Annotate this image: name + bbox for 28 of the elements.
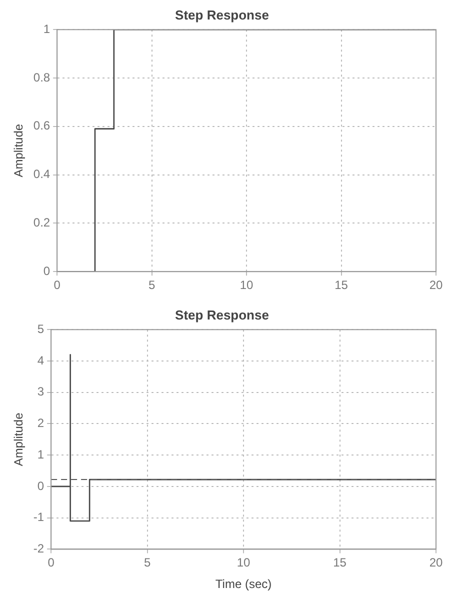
y-tick-label: 1: [43, 22, 50, 36]
chart-title: Step Response: [175, 307, 269, 322]
y-tick-label: 4: [37, 353, 44, 368]
y-tick-label: 3: [37, 384, 44, 399]
x-tick-label: 5: [144, 556, 151, 570]
y-tick-label: 1: [37, 447, 44, 462]
chart-title: Step Response: [175, 7, 269, 22]
y-tick-label: 0.8: [33, 70, 50, 84]
x-tick-label: 20: [429, 278, 443, 292]
x-tick-label: 5: [148, 278, 156, 292]
y-tick-label: 0: [37, 478, 44, 493]
y-tick-label: -2: [33, 542, 44, 556]
x-tick-label: 15: [334, 278, 348, 292]
x-tick-label: 15: [333, 556, 347, 570]
y-tick-label: -1: [33, 510, 44, 524]
y-tick-label: 5: [37, 322, 44, 336]
x-axis-title: Time (sec): [215, 577, 272, 592]
y-axis-title: Amplitude: [12, 412, 26, 466]
y-tick-label: 0.4: [33, 167, 50, 182]
x-tick-label: 20: [429, 556, 443, 570]
y-tick-label: 0.6: [33, 118, 50, 133]
y-tick-label: 0.2: [33, 216, 50, 230]
x-tick-label: 10: [236, 556, 251, 570]
y-axis-title: Amplitude: [12, 124, 26, 178]
y-tick-label: 0: [43, 264, 50, 278]
x-tick-label: 10: [240, 278, 254, 292]
x-tick-label: 0: [54, 278, 61, 292]
y-tick-label: 2: [37, 416, 44, 430]
